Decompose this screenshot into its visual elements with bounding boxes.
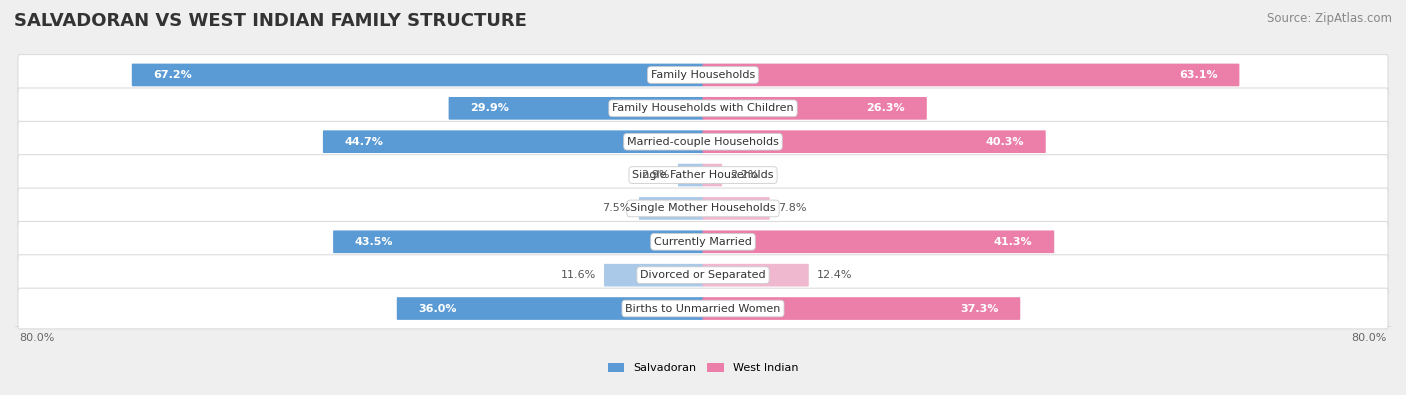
- FancyBboxPatch shape: [132, 64, 703, 86]
- FancyBboxPatch shape: [703, 64, 1239, 86]
- Text: Currently Married: Currently Married: [654, 237, 752, 247]
- FancyBboxPatch shape: [605, 264, 703, 286]
- FancyBboxPatch shape: [703, 264, 808, 286]
- Text: Married-couple Households: Married-couple Households: [627, 137, 779, 147]
- Text: 41.3%: 41.3%: [994, 237, 1032, 247]
- FancyBboxPatch shape: [18, 155, 1388, 196]
- Text: 11.6%: 11.6%: [561, 270, 596, 280]
- Text: Family Households with Children: Family Households with Children: [612, 103, 794, 113]
- Text: Divorced or Separated: Divorced or Separated: [640, 270, 766, 280]
- Text: Births to Unmarried Women: Births to Unmarried Women: [626, 303, 780, 314]
- FancyBboxPatch shape: [678, 164, 703, 186]
- Text: 80.0%: 80.0%: [20, 333, 55, 342]
- Text: 80.0%: 80.0%: [1351, 333, 1386, 342]
- FancyBboxPatch shape: [703, 197, 769, 220]
- FancyBboxPatch shape: [396, 297, 703, 320]
- FancyBboxPatch shape: [18, 222, 1388, 262]
- FancyBboxPatch shape: [18, 121, 1388, 162]
- Text: 26.3%: 26.3%: [866, 103, 905, 113]
- FancyBboxPatch shape: [18, 288, 1388, 329]
- Text: 29.9%: 29.9%: [470, 103, 509, 113]
- Text: 12.4%: 12.4%: [817, 270, 852, 280]
- FancyBboxPatch shape: [18, 188, 1388, 229]
- Text: 7.5%: 7.5%: [602, 203, 631, 213]
- Text: 43.5%: 43.5%: [354, 237, 394, 247]
- Text: 40.3%: 40.3%: [986, 137, 1024, 147]
- FancyBboxPatch shape: [703, 130, 1046, 153]
- Text: Family Households: Family Households: [651, 70, 755, 80]
- Text: Source: ZipAtlas.com: Source: ZipAtlas.com: [1267, 12, 1392, 25]
- FancyBboxPatch shape: [18, 55, 1388, 95]
- Text: Single Father Households: Single Father Households: [633, 170, 773, 180]
- Text: 2.9%: 2.9%: [641, 170, 669, 180]
- Text: Single Mother Households: Single Mother Households: [630, 203, 776, 213]
- FancyBboxPatch shape: [703, 164, 723, 186]
- Text: 36.0%: 36.0%: [419, 303, 457, 314]
- FancyBboxPatch shape: [449, 97, 703, 120]
- FancyBboxPatch shape: [18, 255, 1388, 295]
- FancyBboxPatch shape: [703, 297, 1021, 320]
- Text: 2.2%: 2.2%: [730, 170, 759, 180]
- Text: 7.8%: 7.8%: [778, 203, 806, 213]
- FancyBboxPatch shape: [638, 197, 703, 220]
- FancyBboxPatch shape: [703, 230, 1054, 253]
- FancyBboxPatch shape: [18, 88, 1388, 129]
- Text: SALVADORAN VS WEST INDIAN FAMILY STRUCTURE: SALVADORAN VS WEST INDIAN FAMILY STRUCTU…: [14, 12, 527, 30]
- Text: 44.7%: 44.7%: [344, 137, 384, 147]
- Text: 63.1%: 63.1%: [1180, 70, 1218, 80]
- FancyBboxPatch shape: [333, 230, 703, 253]
- Text: 37.3%: 37.3%: [960, 303, 998, 314]
- FancyBboxPatch shape: [703, 97, 927, 120]
- Legend: Salvadoran, West Indian: Salvadoran, West Indian: [603, 358, 803, 378]
- Text: 67.2%: 67.2%: [153, 70, 193, 80]
- FancyBboxPatch shape: [323, 130, 703, 153]
